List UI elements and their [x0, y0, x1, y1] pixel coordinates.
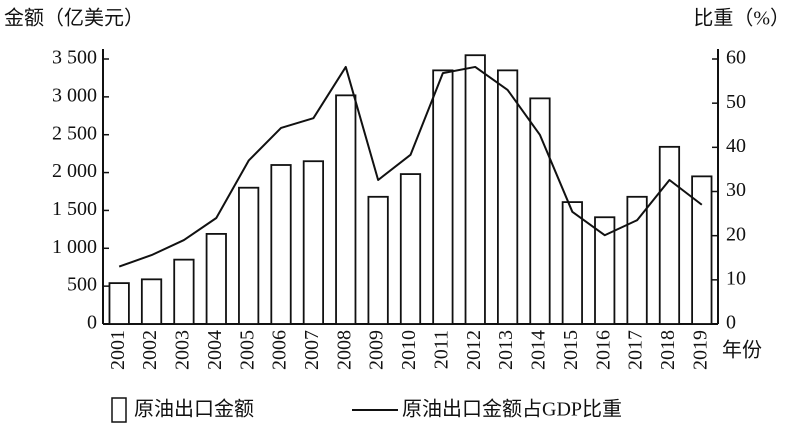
- y-tick-label: 1 000: [52, 236, 97, 258]
- x-axis-title: 年份: [722, 339, 762, 362]
- bar: [238, 186, 260, 325]
- y-tick-label: 2 000: [52, 160, 97, 182]
- x-tick-label: 2001: [107, 330, 129, 370]
- y-tick-label: 0: [87, 312, 97, 334]
- x-tick-label: 2009: [366, 330, 388, 370]
- y2-tick-label: 30: [726, 179, 746, 201]
- y2-axis-title: 比重（%）: [693, 7, 790, 30]
- x-tick-label: 2018: [657, 330, 679, 370]
- legend-label: 原油出口金额占GDP比重: [402, 398, 622, 421]
- bar: [464, 54, 486, 325]
- bar: [335, 94, 357, 325]
- y2-tick-label: 10: [726, 267, 746, 289]
- bar: [658, 145, 681, 325]
- y-tick-label: 500: [67, 274, 97, 296]
- bar: [302, 160, 325, 325]
- y-tick-label: 1 500: [52, 198, 97, 220]
- y2-tick-label: 40: [726, 135, 746, 157]
- bar: [529, 97, 551, 325]
- bar: [594, 216, 616, 325]
- bar: [691, 175, 713, 325]
- y-tick-label: 3 000: [52, 84, 97, 106]
- y-tick-label: 3 500: [52, 47, 97, 69]
- bar: [561, 201, 583, 325]
- x-tick-label: 2008: [333, 330, 355, 370]
- y2-tick-label: 60: [726, 47, 746, 69]
- x-tick-label: 2005: [236, 330, 258, 370]
- bar: [173, 258, 195, 325]
- x-tick-label: 2004: [204, 330, 226, 370]
- bar: [496, 69, 519, 325]
- line: [118, 65, 703, 268]
- y2-tick-label: 20: [726, 223, 746, 245]
- x-tick-label: 2017: [625, 330, 647, 370]
- bar: [432, 69, 454, 325]
- x-tick-label: 2007: [301, 330, 323, 370]
- bar: [367, 195, 389, 325]
- bar: [270, 164, 292, 325]
- x-tick-label: 2002: [139, 330, 161, 370]
- x-tick-label: 2006: [269, 330, 291, 370]
- bar: [140, 278, 163, 325]
- bar: [399, 173, 422, 325]
- y2-tick-label: 0: [726, 312, 736, 334]
- y-tick-label: 2 500: [52, 122, 97, 144]
- x-tick-label: 2015: [560, 330, 582, 370]
- y2-tick-label: 50: [726, 91, 746, 113]
- bar: [108, 282, 130, 325]
- bar: [205, 232, 227, 325]
- x-tick-label: 2013: [495, 330, 517, 370]
- x-tick-label: 2012: [463, 330, 485, 370]
- y-axis-title: 金额（亿美元）: [4, 7, 144, 30]
- legend-swatch: [111, 397, 127, 423]
- x-tick-label: 2011: [430, 330, 452, 369]
- legend-label: 原油出口金额: [134, 398, 254, 421]
- bar: [626, 195, 648, 325]
- x-tick-label: 2010: [398, 330, 420, 370]
- x-tick-label: 2003: [172, 330, 194, 370]
- x-tick-label: 2014: [528, 330, 550, 370]
- x-tick-label: 2019: [689, 330, 711, 370]
- x-tick-label: 2016: [592, 330, 614, 370]
